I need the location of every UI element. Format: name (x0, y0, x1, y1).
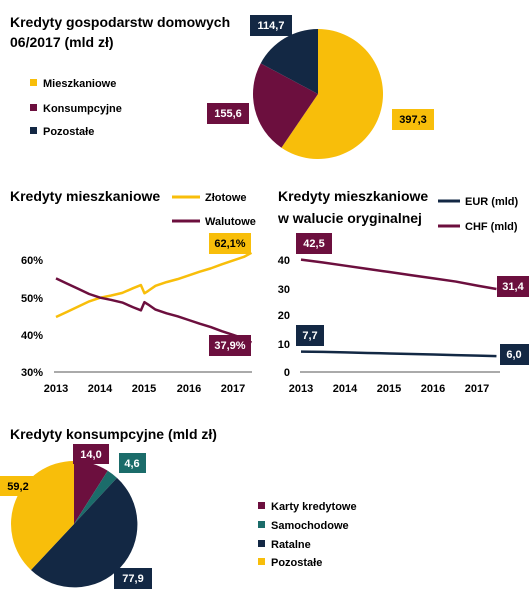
svg-text:7,7: 7,7 (302, 330, 317, 342)
series-line-zlotowe (55, 251, 253, 319)
x-tick-2016: 2016 (177, 383, 201, 395)
start-label-eur: 7,7 (296, 325, 324, 346)
legend-swatch-mieszkaniowe (30, 79, 37, 86)
legend-swatch-ratalne (258, 540, 265, 547)
x-tick-2013: 2013 (289, 383, 313, 395)
svg-text:6,0: 6,0 (506, 349, 521, 361)
y-tick-60: 60% (21, 255, 43, 267)
pie-slice-konsumpcyjne (253, 63, 318, 148)
pie-slice-pozostale (260, 29, 318, 94)
legend-label-karty-kredytowe: Karty kredytowe (271, 501, 357, 513)
original-currency-legend: EUR (mld) CHF (mld) (438, 196, 519, 233)
household-pie (253, 29, 384, 160)
series-line-chf (300, 258, 497, 291)
svg-text:77,9: 77,9 (122, 573, 143, 585)
consumer-legend: Karty kredytowe Samochodowe Ratalne Pozo… (258, 501, 357, 569)
household-credit-chart: Kredyty gospodarstw domowych 06/2017 (ml… (10, 14, 434, 160)
y-tick-40: 40% (21, 330, 43, 342)
end-label-walutowe: 37,9% (209, 335, 251, 356)
legend-label-chf: CHF (mld) (465, 221, 518, 233)
pie-slice-samochodowe (74, 470, 117, 524)
legend-swatch-pozostale (258, 558, 265, 565)
household-title-line2: 06/2017 (mld zł) (10, 34, 114, 50)
x-tick-2014: 2014 (333, 383, 358, 395)
svg-text:155,6: 155,6 (214, 108, 242, 120)
data-label-samochodowe: 4,6 (119, 453, 146, 473)
consumer-credit-chart: Kredyty konsumpcyjne (mld zł) 14,0 4,6 5… (0, 426, 357, 589)
legend-label-pozostale: Pozostałe (271, 557, 322, 569)
x-tick-2017: 2017 (221, 383, 245, 395)
x-tick-2013: 2013 (44, 383, 68, 395)
pie-slice-ratalne (30, 477, 138, 588)
legend-label-konsumpcyjne: Konsumpcyjne (43, 103, 122, 115)
data-label-karty-kredytowe: 14,0 (73, 444, 109, 464)
mortgage-share-chart: Kredyty mieszkaniowe Złotowe Walutowe 60… (10, 188, 256, 395)
svg-text:4,6: 4,6 (124, 458, 139, 470)
y-tick-40: 40 (278, 255, 290, 267)
end-label-eur: 6,0 (500, 344, 529, 365)
legend-label-mieszkaniowe: Mieszkaniowe (43, 78, 116, 90)
mortgage-share-title: Kredyty mieszkaniowe (10, 188, 160, 204)
legend-swatch-karty-kredytowe (258, 502, 265, 509)
y-tick-10: 10 (278, 339, 290, 351)
original-currency-chart: Kredyty mieszkaniowe w walucie oryginaln… (277, 188, 529, 395)
legend-swatch-pozostale (30, 127, 37, 134)
legend-label-ratalne: Ratalne (271, 539, 311, 551)
series-line-walutowe (55, 277, 253, 344)
svg-text:397,3: 397,3 (399, 114, 427, 126)
y-tick-0: 0 (284, 367, 290, 379)
x-tick-2016: 2016 (421, 383, 445, 395)
series-line-eur (300, 350, 497, 358)
legend-label-eur: EUR (mld) (465, 196, 519, 208)
data-label-konsumpcyjne: 155,6 (207, 103, 249, 124)
svg-text:42,5: 42,5 (303, 238, 324, 250)
legend-label-samochodowe: Samochodowe (271, 520, 349, 532)
x-tick-2015: 2015 (377, 383, 401, 395)
household-legend: Mieszkaniowe Konsumpcyjne Pozostałe (30, 78, 122, 138)
legend-label-zlotowe: Złotowe (205, 192, 247, 204)
svg-text:14,0: 14,0 (80, 449, 101, 461)
x-tick-2015: 2015 (132, 383, 156, 395)
start-label-chf: 42,5 (296, 233, 332, 254)
consumer-credit-title: Kredyty konsumpcyjne (mld zł) (10, 426, 217, 442)
data-label-mieszkaniowe: 397,3 (392, 109, 434, 130)
pie-slice-karty-kredytowe (74, 461, 108, 524)
original-currency-title-line1: Kredyty mieszkaniowe (278, 188, 428, 204)
y-tick-30: 30% (21, 367, 43, 379)
legend-swatch-samochodowe (258, 521, 265, 528)
svg-text:62,1%: 62,1% (214, 238, 245, 250)
data-label-pozostale: 59,2 (0, 476, 36, 496)
data-label-ratalne: 77,9 (114, 568, 152, 589)
svg-text:31,4: 31,4 (502, 281, 524, 293)
legend-label-pozostale: Pozostałe (43, 126, 94, 138)
x-tick-2014: 2014 (88, 383, 113, 395)
y-tick-30: 30 (278, 284, 290, 296)
y-tick-20: 20 (278, 310, 290, 322)
mortgage-share-legend: Złotowe Walutowe (172, 192, 256, 228)
svg-text:114,7: 114,7 (258, 20, 285, 32)
svg-text:37,9%: 37,9% (214, 340, 245, 352)
original-currency-title-line2: w walucie oryginalnej (277, 210, 422, 226)
legend-label-walutowe: Walutowe (205, 216, 256, 228)
svg-text:59,2: 59,2 (7, 481, 28, 493)
end-label-zlotowe: 62,1% (209, 233, 251, 254)
data-label-pozostale: 114,7 (250, 15, 292, 36)
household-title-line1: Kredyty gospodarstw domowych (10, 14, 230, 30)
end-label-chf: 31,4 (497, 276, 529, 297)
x-tick-2017: 2017 (465, 383, 489, 395)
legend-swatch-konsumpcyjne (30, 104, 37, 111)
pie-slice-mieszkaniowe (281, 29, 384, 160)
y-tick-50: 50% (21, 293, 43, 305)
